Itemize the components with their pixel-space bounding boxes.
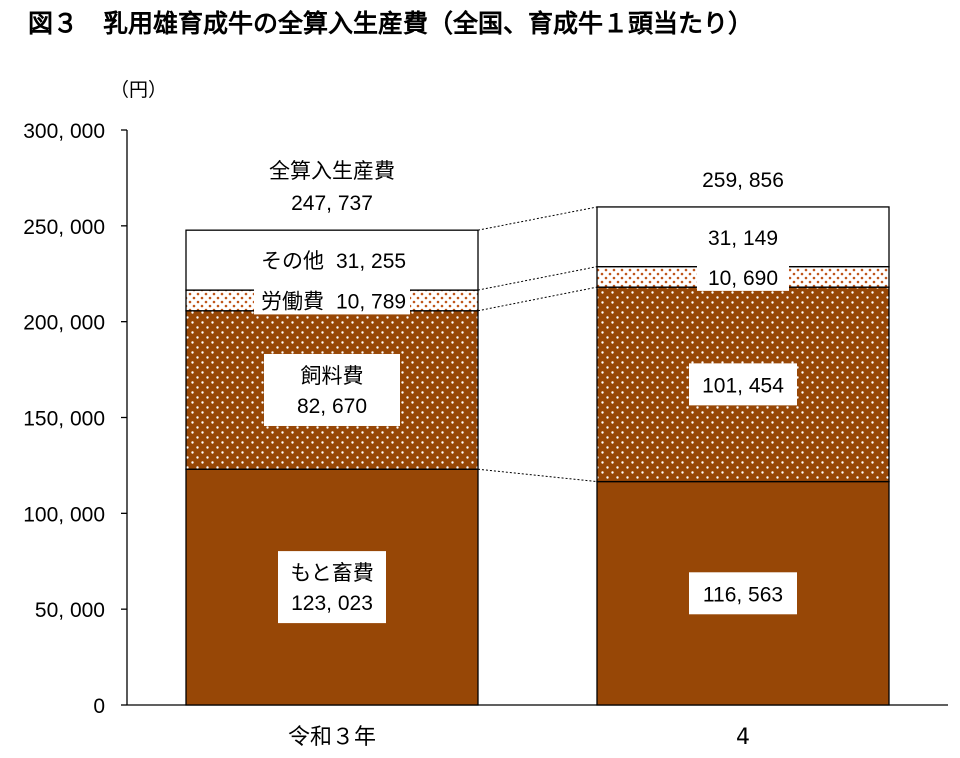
total-label: 全算入生産費 <box>269 159 395 183</box>
value-label: 31, 255 <box>336 250 406 273</box>
y-axis-unit: （円） <box>110 79 167 101</box>
category-labels: 令和３年 4 <box>288 725 750 750</box>
value-label: 31, 149 <box>708 227 778 250</box>
total-value: 247, 737 <box>291 192 373 215</box>
connector-lines <box>477 206 598 483</box>
series-name-label: 飼料費 <box>301 364 364 388</box>
bar-segment-3 <box>185 229 479 291</box>
chart-title: 図３ 乳用雄育成牛の全算入生産費（全国、育成牛１頭当たり） <box>28 9 753 38</box>
value-label: 10, 789 <box>336 290 406 313</box>
connector-line <box>477 206 598 231</box>
connector-line <box>477 468 598 483</box>
y-tick-label: 50, 000 <box>35 599 105 622</box>
label-box <box>264 353 400 426</box>
label-box <box>697 262 789 291</box>
series-name-label: その他 <box>261 249 324 273</box>
y-tick-label: 300, 000 <box>23 120 105 143</box>
series-name-label: 労働費 <box>261 289 324 313</box>
connector-line <box>477 286 598 312</box>
bar-segment-3 <box>596 206 890 268</box>
total-value: 259, 856 <box>702 169 784 192</box>
x-category-label: 令和３年 <box>288 725 376 750</box>
y-tick-label: 150, 000 <box>23 408 105 431</box>
x-category-label: 4 <box>736 725 750 750</box>
label-box <box>689 572 797 615</box>
value-label: 116, 563 <box>703 583 783 606</box>
y-tick-label: 100, 000 <box>23 503 105 526</box>
label-box <box>278 551 386 624</box>
series-name-label: もと畜費 <box>290 561 374 585</box>
value-label: 101, 454 <box>702 374 784 397</box>
value-label: 123, 023 <box>291 592 373 615</box>
data-labels: もと畜費 123, 023 飼料費 82, 670 労働費 10, 789 その他 31, 2… <box>254 159 797 624</box>
y-tick-label: 200, 000 <box>23 312 105 335</box>
label-box <box>254 286 410 315</box>
y-tick-label: 0 <box>93 695 105 718</box>
y-tick-label: 250, 000 <box>23 216 105 239</box>
connector-line <box>477 266 598 291</box>
value-label: 82, 670 <box>297 395 367 418</box>
value-label: 10, 690 <box>708 267 778 290</box>
label-box <box>689 363 797 406</box>
y-axis: 0 50, 000 100, 000 150, 000 200, 000 250, 000… <box>23 120 948 718</box>
